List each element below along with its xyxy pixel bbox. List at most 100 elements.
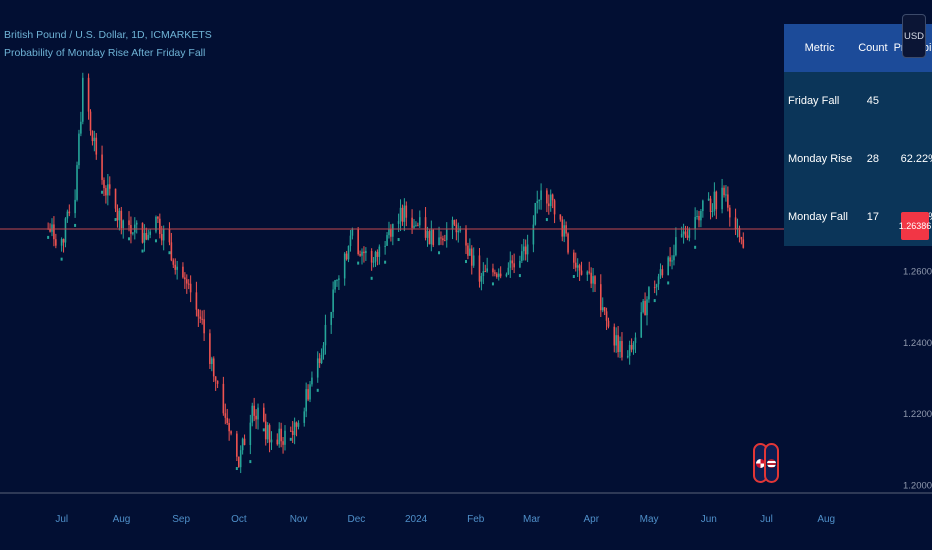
probability-cell: 62.22% (890, 130, 932, 188)
candlestick-series (47, 72, 745, 474)
candle (457, 222, 460, 243)
candle (688, 227, 691, 242)
candle (107, 173, 109, 206)
signal-marker (464, 260, 467, 264)
candle (295, 421, 298, 437)
time-tick-label: Nov (290, 514, 308, 525)
candle (307, 384, 309, 402)
candle (374, 250, 377, 267)
candle (653, 280, 656, 294)
candle (607, 317, 610, 329)
candle (499, 266, 502, 279)
candle (226, 408, 229, 425)
time-tick-label: Dec (347, 514, 365, 525)
candle (263, 403, 265, 423)
candle (497, 268, 500, 281)
candle (236, 430, 238, 462)
candle (60, 237, 63, 252)
candle (120, 206, 123, 235)
candle (203, 309, 205, 341)
candle (673, 244, 675, 266)
symbol-title[interactable]: British Pound / U.S. Dollar, 1D, ICMARKE… (4, 29, 212, 41)
candle (442, 235, 444, 246)
candle (270, 431, 273, 450)
candle (711, 203, 714, 218)
time-axis[interactable]: Jul Aug Sep Oct Nov Dec 2024 Feb Mar Apr May Jun Jul… (55, 514, 835, 525)
candle (230, 430, 232, 436)
last-price-badge: 1.26386 (899, 212, 931, 240)
candle (376, 249, 379, 266)
candle (91, 130, 94, 146)
candle (465, 225, 467, 255)
candle (505, 272, 508, 278)
candle (187, 279, 190, 290)
candle (211, 356, 213, 372)
candle (492, 263, 494, 277)
candle (521, 244, 523, 263)
candle (494, 269, 496, 277)
candle (592, 268, 594, 293)
time-tick-label: May (640, 514, 659, 525)
candle (351, 227, 354, 240)
candle (108, 176, 111, 196)
us-flag-icon[interactable] (764, 443, 779, 483)
candle (128, 211, 130, 232)
candle (661, 265, 664, 278)
candle (642, 298, 644, 314)
candle (742, 232, 745, 249)
candle (644, 292, 646, 316)
candle (284, 425, 286, 451)
signal-marker (572, 275, 575, 279)
candle (467, 242, 469, 260)
candle (546, 188, 548, 213)
count-cell: 17 (855, 188, 891, 246)
candle (53, 216, 55, 247)
candle (289, 426, 292, 432)
candle (547, 194, 550, 215)
candle (372, 257, 375, 268)
candle (655, 283, 658, 296)
candle (532, 215, 535, 253)
candle (214, 376, 217, 391)
candle (603, 307, 606, 316)
candle (684, 225, 687, 238)
candle (630, 338, 633, 353)
signal-marker (289, 437, 292, 441)
candle (87, 73, 90, 120)
candle (415, 221, 417, 227)
candle (280, 422, 282, 448)
candle (141, 222, 144, 244)
candle (159, 213, 161, 239)
candle (445, 222, 448, 248)
candle (318, 353, 321, 368)
table-row: Monday Rise 28 62.22% (784, 130, 932, 188)
candle (707, 192, 710, 201)
candle (224, 403, 227, 425)
candle (349, 229, 352, 252)
candle (257, 403, 259, 430)
signal-marker (128, 237, 131, 241)
candle (268, 423, 271, 453)
candle (738, 225, 741, 243)
candle (444, 234, 446, 242)
candle (405, 201, 408, 227)
time-tick-label: Jul (760, 514, 773, 525)
signal-marker (518, 274, 521, 278)
candle (392, 223, 394, 246)
price-tick-label: 1.24000 (903, 338, 932, 349)
candle (682, 223, 685, 244)
candle (727, 186, 729, 212)
candle (345, 250, 348, 261)
candle (324, 314, 327, 355)
time-tick-label: 2024 (405, 514, 428, 525)
indicator-title[interactable]: Probability of Monday Rise After Friday … (4, 47, 206, 59)
candle (209, 329, 211, 369)
candle (78, 129, 80, 169)
candle (634, 332, 637, 354)
candle (440, 231, 442, 245)
signal-marker (370, 276, 373, 280)
candle (594, 275, 596, 293)
header-metric: Metric (784, 24, 856, 72)
currency-button[interactable]: USD (902, 14, 926, 58)
